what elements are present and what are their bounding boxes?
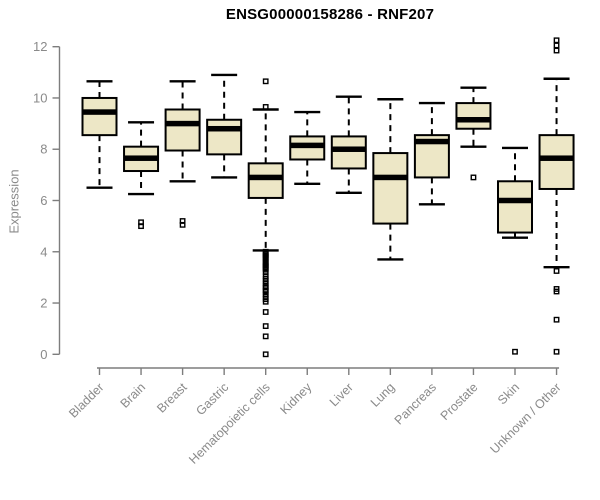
y-tick-label: 8 xyxy=(40,142,47,157)
outlier-point xyxy=(138,223,144,230)
iqr-box xyxy=(206,118,243,156)
median-line xyxy=(207,125,242,132)
x-tick-label: Lung xyxy=(368,380,398,410)
box-unknown-other[interactable] xyxy=(538,37,575,355)
box-bladder[interactable] xyxy=(81,80,118,189)
median-line xyxy=(331,146,366,152)
x-tick-label: Skin xyxy=(495,380,522,407)
x-tick-label: Breast xyxy=(154,380,190,416)
median-line xyxy=(539,155,574,161)
median-line xyxy=(124,155,159,161)
x-tick-label: Kidney xyxy=(277,380,314,417)
outlier-point xyxy=(262,309,269,315)
outlier-point xyxy=(179,221,186,228)
outlier-point xyxy=(262,298,269,305)
median-line xyxy=(373,174,408,181)
median-line xyxy=(414,138,449,145)
outlier-point xyxy=(553,348,560,355)
box-liver[interactable] xyxy=(330,95,367,195)
iqr-box xyxy=(81,96,118,137)
outlier-point xyxy=(553,47,560,54)
outlier-point xyxy=(553,37,560,44)
box-prostate[interactable] xyxy=(455,86,492,181)
median-line xyxy=(82,109,117,115)
outlier-point xyxy=(470,174,477,181)
box-brain[interactable] xyxy=(123,121,160,230)
iqr-box xyxy=(330,135,367,170)
box-gastric[interactable] xyxy=(206,73,243,179)
iqr-box xyxy=(538,134,575,190)
iqr-box xyxy=(497,180,533,234)
outlier-point xyxy=(553,316,560,323)
median-line xyxy=(456,117,491,123)
x-tick-label: Prostate xyxy=(438,380,481,423)
y-tick-label: 10 xyxy=(33,90,47,105)
box-kidney[interactable] xyxy=(289,110,326,186)
box-pancreas[interactable] xyxy=(413,101,450,206)
iqr-box xyxy=(247,162,284,199)
x-tick-label: Liver xyxy=(327,380,356,409)
outlier-point xyxy=(553,268,560,274)
outlier-point xyxy=(262,351,269,358)
x-tick-label: Unknown / Other xyxy=(487,380,563,456)
y-tick-label: 0 xyxy=(40,347,47,362)
outlier-point xyxy=(553,42,560,49)
outlier-point xyxy=(262,333,269,340)
median-line xyxy=(248,174,283,181)
x-tick-label: Hematopoietic cells xyxy=(186,380,273,467)
outlier-point xyxy=(262,323,269,330)
iqr-box xyxy=(372,152,409,225)
y-tick-label: 12 xyxy=(33,39,47,54)
box-skin[interactable] xyxy=(497,146,533,355)
box-breast[interactable] xyxy=(164,80,201,228)
outlier-point xyxy=(512,348,518,355)
median-line xyxy=(165,120,200,127)
median-line xyxy=(290,142,325,149)
x-tick-label: Bladder xyxy=(66,380,106,420)
iqr-box xyxy=(455,102,492,130)
x-tick-label: Brain xyxy=(118,380,149,411)
y-tick-label: 2 xyxy=(40,296,47,311)
outlier-point xyxy=(262,78,269,85)
chart-title: ENSG00000158286 - RNF207 xyxy=(225,6,435,23)
y-tick-label: 4 xyxy=(40,244,47,259)
outlier-point xyxy=(262,104,269,110)
outlier-point xyxy=(553,288,560,295)
iqr-box xyxy=(164,108,201,152)
x-tick-label: Pancreas xyxy=(392,380,439,427)
x-tick-label: Gastric xyxy=(193,380,231,418)
y-tick-label: 6 xyxy=(40,193,47,208)
box-lung[interactable] xyxy=(372,98,409,261)
median-line xyxy=(498,197,532,204)
box-hematopoietic-cells[interactable] xyxy=(247,78,284,358)
